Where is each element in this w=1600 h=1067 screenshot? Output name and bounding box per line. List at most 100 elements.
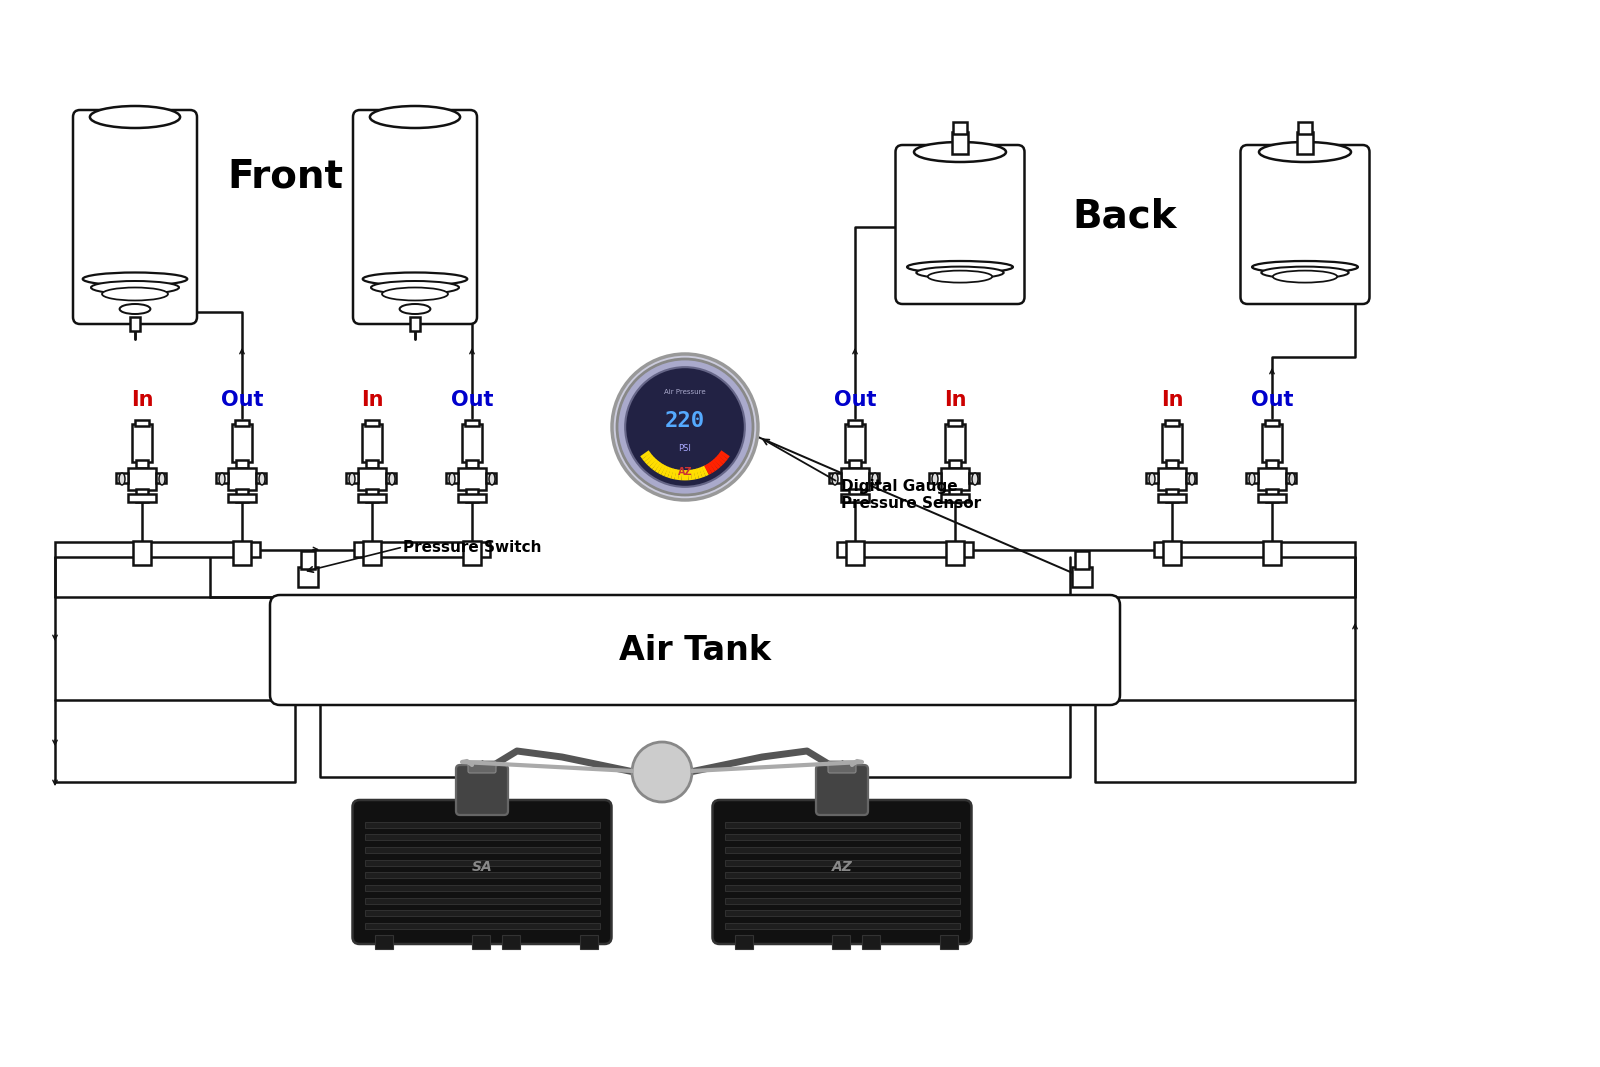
Bar <box>386 473 397 483</box>
Text: In: In <box>131 391 154 410</box>
Bar <box>365 834 600 841</box>
Bar <box>130 317 141 331</box>
Bar <box>365 822 600 828</box>
Bar <box>237 460 248 468</box>
Ellipse shape <box>349 473 355 485</box>
Ellipse shape <box>1274 271 1338 283</box>
Bar <box>374 935 392 949</box>
Ellipse shape <box>91 281 179 294</box>
Ellipse shape <box>872 473 878 485</box>
Bar <box>725 834 960 841</box>
Bar <box>358 468 386 490</box>
Bar <box>366 489 378 501</box>
Bar <box>842 494 869 501</box>
Bar <box>301 551 315 569</box>
Bar <box>472 935 490 949</box>
Ellipse shape <box>917 267 1003 278</box>
Ellipse shape <box>1253 261 1358 273</box>
Bar <box>466 420 478 426</box>
Bar <box>946 541 963 566</box>
Bar <box>1286 473 1296 483</box>
FancyBboxPatch shape <box>270 595 1120 705</box>
Bar <box>227 494 256 501</box>
Circle shape <box>632 742 691 802</box>
Bar <box>725 847 960 853</box>
Bar <box>227 468 256 490</box>
Bar <box>1158 468 1186 490</box>
Ellipse shape <box>219 473 226 485</box>
Bar <box>848 420 862 426</box>
Ellipse shape <box>90 106 181 128</box>
Bar <box>365 420 379 426</box>
Ellipse shape <box>400 304 430 314</box>
Bar <box>466 489 478 501</box>
Ellipse shape <box>1149 473 1155 485</box>
Bar <box>216 473 227 483</box>
Bar <box>1258 468 1286 490</box>
Ellipse shape <box>1250 473 1254 485</box>
Ellipse shape <box>363 272 467 286</box>
Bar <box>458 494 486 501</box>
Bar <box>1072 567 1091 587</box>
Text: Pressure Switch: Pressure Switch <box>403 540 541 555</box>
Bar <box>725 897 960 904</box>
Bar <box>837 542 973 557</box>
Text: AZ: AZ <box>678 467 693 477</box>
Text: In: In <box>360 391 384 410</box>
Bar <box>862 935 880 949</box>
Ellipse shape <box>832 473 838 485</box>
Bar <box>725 923 960 929</box>
Bar <box>579 935 597 949</box>
Bar <box>1298 122 1312 134</box>
Text: Out: Out <box>221 391 264 410</box>
Ellipse shape <box>102 287 168 301</box>
Bar <box>446 473 458 483</box>
Bar <box>365 873 600 878</box>
Bar <box>346 473 358 483</box>
Bar <box>131 424 152 462</box>
Bar <box>952 132 968 154</box>
Bar <box>725 873 960 878</box>
Bar <box>832 935 850 949</box>
Bar <box>365 860 600 865</box>
Bar <box>842 468 869 490</box>
Bar <box>134 420 149 426</box>
Ellipse shape <box>450 473 454 485</box>
Bar <box>157 473 166 483</box>
Bar <box>462 424 482 462</box>
Text: Out: Out <box>834 391 877 410</box>
Bar <box>54 542 259 557</box>
Bar <box>365 885 600 891</box>
Bar <box>1262 541 1282 566</box>
Bar <box>1266 460 1278 468</box>
Bar <box>1165 420 1179 426</box>
Bar <box>1186 473 1197 483</box>
Bar <box>1146 473 1158 483</box>
FancyBboxPatch shape <box>469 761 496 773</box>
Circle shape <box>618 359 754 495</box>
FancyBboxPatch shape <box>816 765 867 815</box>
Bar <box>358 494 386 501</box>
Bar <box>365 910 600 917</box>
Bar <box>725 822 960 828</box>
Bar <box>1258 494 1286 501</box>
Bar <box>1266 489 1278 501</box>
Ellipse shape <box>914 142 1006 162</box>
Bar <box>410 317 419 331</box>
Bar <box>1158 494 1186 501</box>
Text: AZ: AZ <box>832 860 853 874</box>
Ellipse shape <box>259 473 266 485</box>
Bar <box>136 460 147 468</box>
Bar <box>1266 420 1278 426</box>
Bar <box>725 885 960 891</box>
Bar <box>850 460 861 468</box>
Ellipse shape <box>1290 473 1294 485</box>
Bar <box>1166 460 1178 468</box>
Bar <box>1163 541 1181 566</box>
Bar <box>869 473 878 483</box>
Bar <box>133 541 150 566</box>
Bar <box>462 541 482 566</box>
Bar <box>1162 424 1182 462</box>
Bar <box>256 473 266 483</box>
Bar <box>947 420 962 426</box>
